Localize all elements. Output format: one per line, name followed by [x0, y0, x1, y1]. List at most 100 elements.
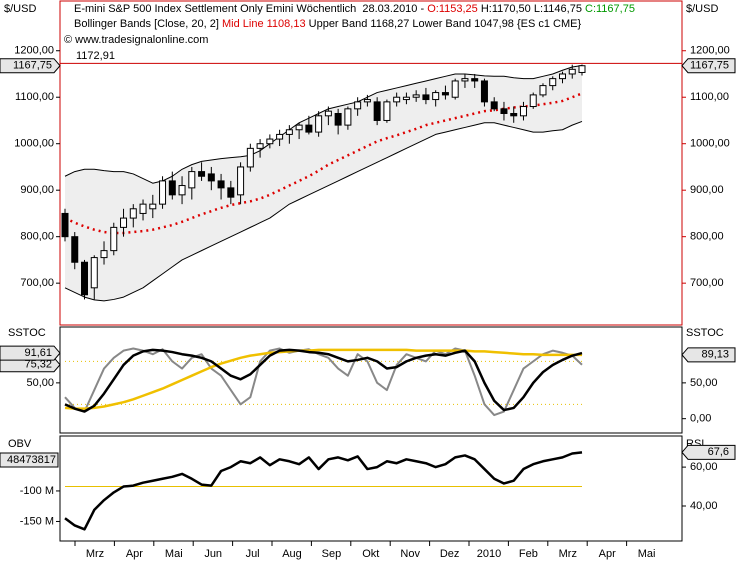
x-tick-label: Sep — [322, 548, 342, 560]
value-tag-label: 89,13 — [701, 349, 729, 361]
value-tag-label: 75,32 — [24, 359, 52, 371]
candle-body — [198, 171, 206, 177]
x-tick-label: Mai — [165, 548, 183, 560]
candle-body — [451, 80, 459, 98]
candle-body — [500, 108, 508, 114]
candle-body — [441, 92, 449, 96]
x-tick-label: Okt — [362, 548, 379, 560]
candle-body — [412, 94, 420, 98]
header-segment: C:1167,75 — [585, 3, 635, 15]
panel-label: SSTOC — [686, 327, 724, 339]
y-tick-label: -100 M — [20, 485, 54, 497]
x-tick-label: Nov — [400, 548, 420, 560]
y-tick-label: 1000,00 — [14, 138, 54, 150]
value-tag-label: 1167,75 — [13, 60, 52, 72]
candle-body — [539, 85, 547, 96]
y2-tick-label: 50,00 — [690, 377, 718, 389]
candle-body — [315, 115, 323, 133]
candle-body — [227, 187, 235, 198]
candle-body — [393, 96, 401, 103]
y-tick-label: 700,00 — [20, 277, 54, 289]
value-tag-label: 91,61 — [24, 347, 52, 359]
high-line-label: 1172,91 — [76, 50, 115, 62]
y2-tick-label: 800,00 — [690, 231, 724, 243]
x-tick-label: Aug — [282, 548, 302, 560]
header-segment: Upper Band 1168,27 Lower Band 1047,98 {E… — [306, 18, 582, 30]
header-segment: H:1170,50 L:1146,75 — [478, 3, 585, 15]
value-tag — [0, 58, 61, 74]
y2-tick-label: 1100,00 — [690, 91, 729, 103]
y-tick-label: 900,00 — [20, 184, 54, 196]
panel-label: OBV — [8, 438, 32, 450]
candle-body — [217, 180, 225, 189]
y2-tick-label: 60,00 — [690, 461, 718, 473]
candle-body — [61, 212, 69, 238]
value-tag — [0, 345, 61, 361]
candle-body — [402, 96, 410, 101]
x-tick-label: Jun — [204, 548, 222, 560]
candle-body — [422, 94, 430, 101]
header-segment: Mid Line 1108,13 — [222, 18, 306, 30]
candle-body — [237, 166, 245, 196]
unit-label: $/USD — [4, 3, 36, 15]
value-tag — [681, 347, 736, 363]
panel-frame — [59, 435, 683, 542]
candle-body — [110, 226, 118, 252]
series-line — [64, 120, 583, 302]
candle-body — [188, 171, 196, 189]
series-line — [64, 348, 583, 413]
x-tick-label: Mrz — [559, 548, 577, 560]
candle-body — [324, 110, 332, 117]
x-tick-label: 2010 — [477, 548, 501, 560]
candle-body — [178, 185, 186, 196]
candle-body — [519, 106, 527, 117]
value-tag — [681, 444, 736, 460]
candle-body — [285, 129, 293, 135]
y-tick-label: 1100,00 — [15, 91, 54, 103]
candle-body — [354, 101, 362, 110]
candle-body — [246, 147, 254, 168]
unit-label: $/USD — [686, 3, 718, 15]
header-segment: Bollinger Bands [Close, 20, 2] — [74, 18, 222, 30]
candle-body — [490, 101, 498, 110]
header-line: © www.tradesignalonline.com — [64, 34, 208, 46]
candle-body — [266, 138, 274, 145]
candle-body — [168, 180, 176, 196]
candle-body — [373, 101, 381, 121]
candle-body — [578, 65, 586, 73]
x-tick-label: Feb — [519, 548, 538, 560]
x-tick-label: Dez — [440, 548, 460, 560]
candle-body — [81, 261, 89, 296]
y2-tick-label: 0,00 — [690, 413, 711, 425]
header-segment: E-mini S&P 500 Index Settlement Only Emi… — [74, 3, 427, 15]
y2-tick-label: 900,00 — [690, 184, 724, 196]
candle-body — [305, 124, 313, 133]
candle-body — [383, 101, 391, 121]
candle-body — [295, 124, 303, 131]
candle-body — [139, 203, 147, 214]
x-tick-label: Apr — [126, 548, 143, 560]
candle-body — [149, 203, 157, 210]
header-segment: © www.tradesignalonline.com — [64, 34, 208, 46]
value-tag — [681, 58, 736, 74]
candle-body — [159, 180, 167, 205]
panel-frame — [59, 326, 683, 434]
y2-tick-label: 1200,00 — [690, 45, 730, 57]
x-tick-label: Mrz — [86, 548, 104, 560]
value-tag-label: 48473817 — [7, 454, 56, 466]
y2-tick-label: 40,00 — [690, 500, 718, 512]
candle-body — [256, 143, 264, 149]
candle-body — [207, 173, 215, 182]
candle-body — [71, 236, 79, 263]
candle-body — [276, 133, 284, 140]
candle-body — [344, 108, 352, 126]
panel-label: SSTOC — [8, 327, 46, 339]
series-line — [64, 348, 583, 410]
y-tick-label: 1200,00 — [14, 45, 54, 57]
y-tick-label: 50,00 — [26, 377, 54, 389]
series-line — [64, 64, 583, 184]
candle-body — [129, 208, 137, 219]
candle-body — [480, 80, 488, 103]
y2-tick-label: 1000,00 — [690, 138, 730, 150]
